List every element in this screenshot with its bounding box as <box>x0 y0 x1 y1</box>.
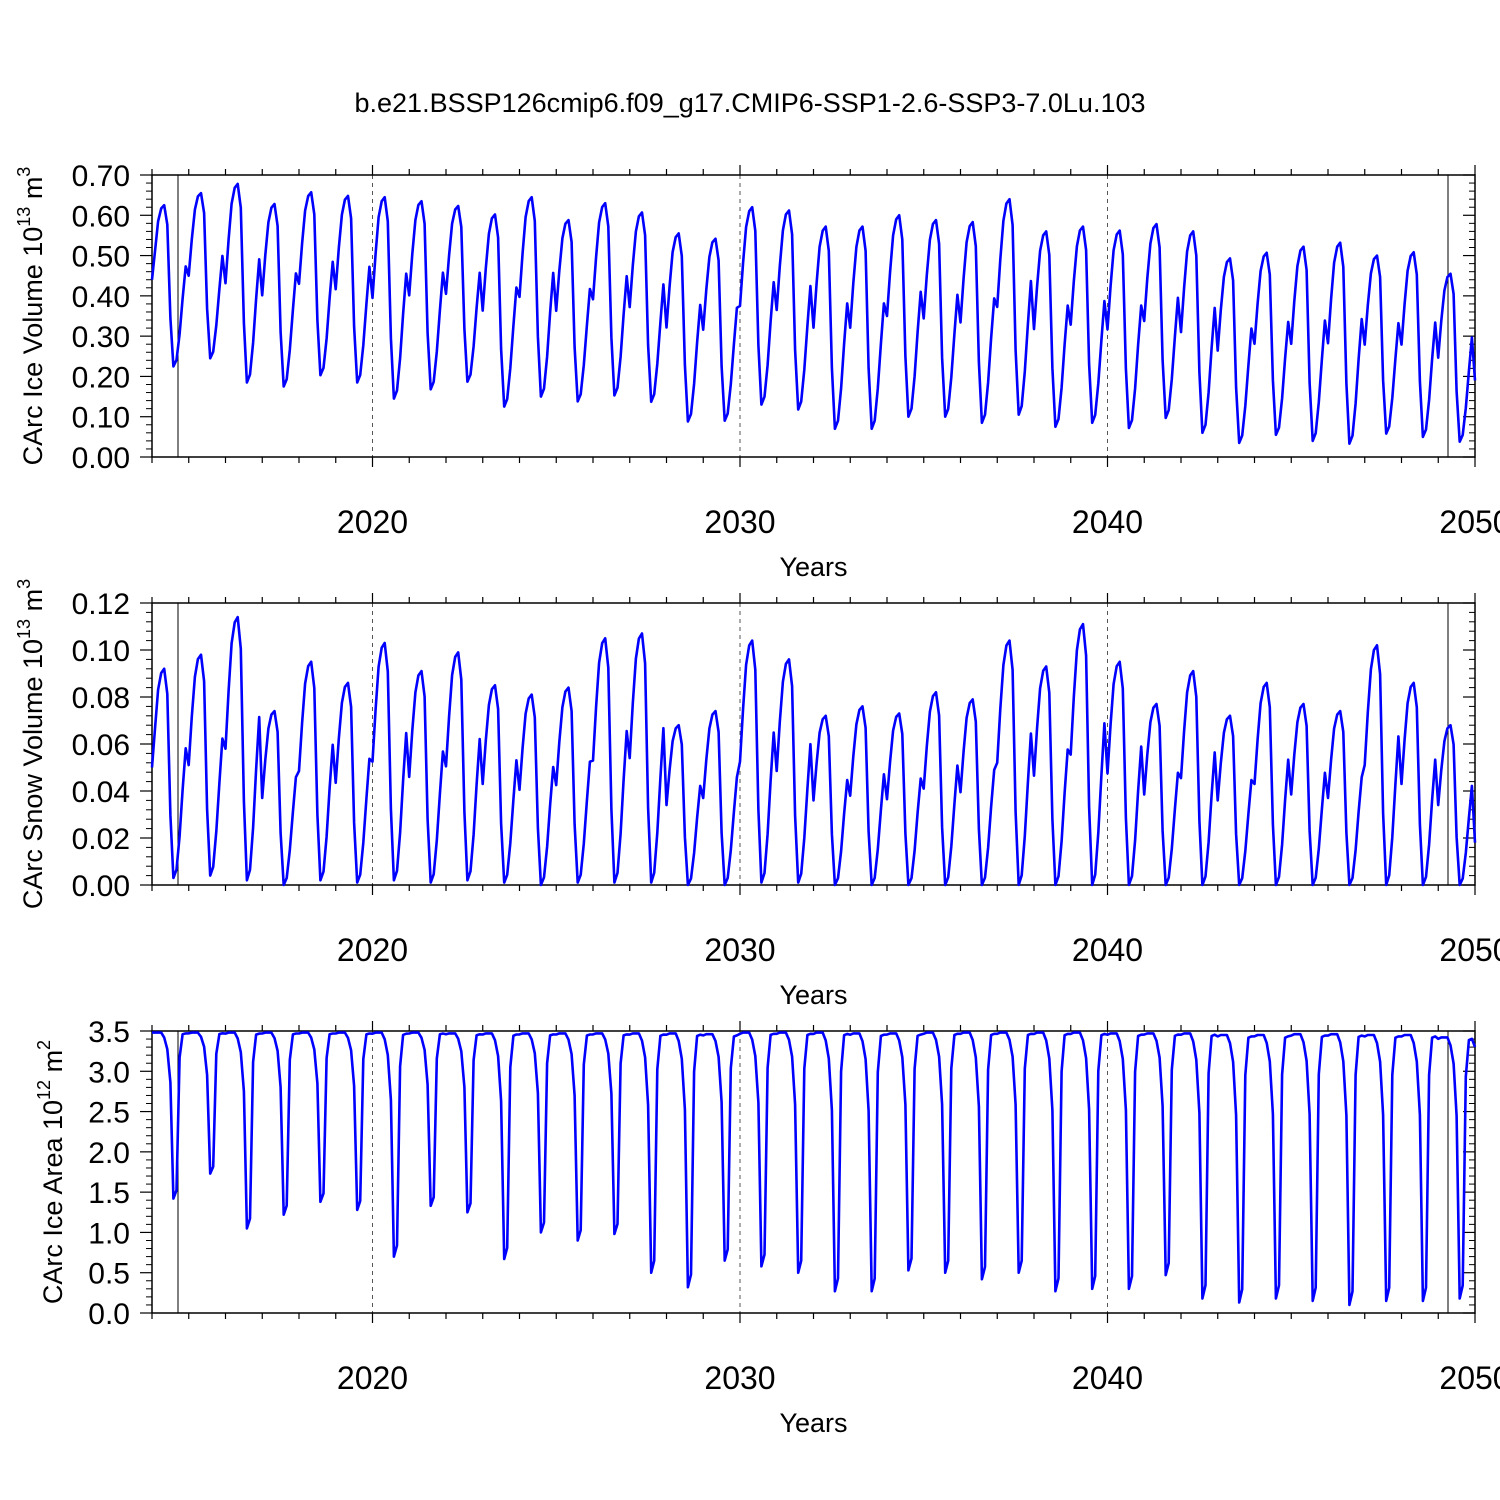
y-tick-label: 1.0 <box>88 1217 130 1250</box>
x-tick-label: 2020 <box>337 1360 408 1396</box>
ice-area-series-line <box>152 1031 1477 1307</box>
x-axis-label: Years <box>779 552 847 582</box>
y-tick-label: 0.5 <box>88 1258 130 1291</box>
x-tick-label: 2020 <box>337 504 408 540</box>
snow-volume-series-line <box>150 615 1477 887</box>
y-tick-label: 3.5 <box>88 1016 130 1049</box>
y-tick-label: 0.40 <box>72 281 130 314</box>
x-tick-label: 2030 <box>704 932 775 968</box>
y-tick-label: 0.70 <box>72 160 130 193</box>
y-tick-label: 2.0 <box>88 1137 130 1170</box>
x-axis-label: Years <box>779 980 847 1010</box>
x-tick-label: 2020 <box>337 932 408 968</box>
x-tick-label: 2050 <box>1439 1360 1500 1396</box>
y-tick-label: 0.10 <box>72 402 130 435</box>
y-tick-label: 0.04 <box>72 776 130 809</box>
y-tick-label: 0.00 <box>72 442 130 475</box>
figure-title: b.e21.BSSP126cmip6.f09_g17.CMIP6-SSP1-2.… <box>355 88 1146 118</box>
ice-volume-series-line <box>150 182 1477 445</box>
x-tick-label: 2040 <box>1072 932 1143 968</box>
y-tick-label: 0.10 <box>72 635 130 668</box>
snow-volume-panel: 0.00 0.02 0.04 0.06 0.08 0.10 0.12 2020 2030 2040… <box>14 579 1500 1010</box>
y-axis-label: CArc Ice Area 1012 m2 <box>34 1040 68 1304</box>
x-tick-label: 2050 <box>1439 932 1500 968</box>
y-tick-label: 3.0 <box>88 1056 130 1089</box>
x-tick-label: 2030 <box>704 504 775 540</box>
y-tick-label: 0.30 <box>72 321 130 354</box>
y-tick-label: 1.5 <box>88 1177 130 1210</box>
y-tick-label: 0.06 <box>72 729 130 762</box>
y-tick-label: 0.0 <box>88 1298 130 1331</box>
y-axis-label: CArc Ice Volume 1013 m3 <box>14 167 48 466</box>
y-tick-label: 0.12 <box>72 588 130 621</box>
y-tick-label: 0.02 <box>72 823 130 856</box>
y-tick-label: 0.60 <box>72 200 130 233</box>
x-tick-label: 2030 <box>704 1360 775 1396</box>
y-tick-label: 0.50 <box>72 241 130 274</box>
plot-frame <box>151 602 1476 886</box>
y-tick-label: 0.00 <box>72 870 130 903</box>
y-tick-label: 0.20 <box>72 361 130 394</box>
x-tick-label: 2050 <box>1439 504 1500 540</box>
ice-volume-panel: 0.00 0.10 0.20 0.30 0.40 0.50 0.60 0.70 2020 2030… <box>14 160 1500 582</box>
x-tick-label: 2040 <box>1072 1360 1143 1396</box>
y-tick-label: 0.08 <box>72 682 130 715</box>
y-axis-label: CArc Snow Volume 1013 m3 <box>14 579 48 909</box>
x-axis-label: Years <box>779 1408 847 1438</box>
x-tick-label: 2040 <box>1072 504 1143 540</box>
y-tick-label: 2.5 <box>88 1097 130 1130</box>
ice-area-panel: 0.0 0.5 1.0 1.5 2.0 2.5 3.0 3.5 2020 2030 2040 2050… <box>34 1016 1500 1438</box>
